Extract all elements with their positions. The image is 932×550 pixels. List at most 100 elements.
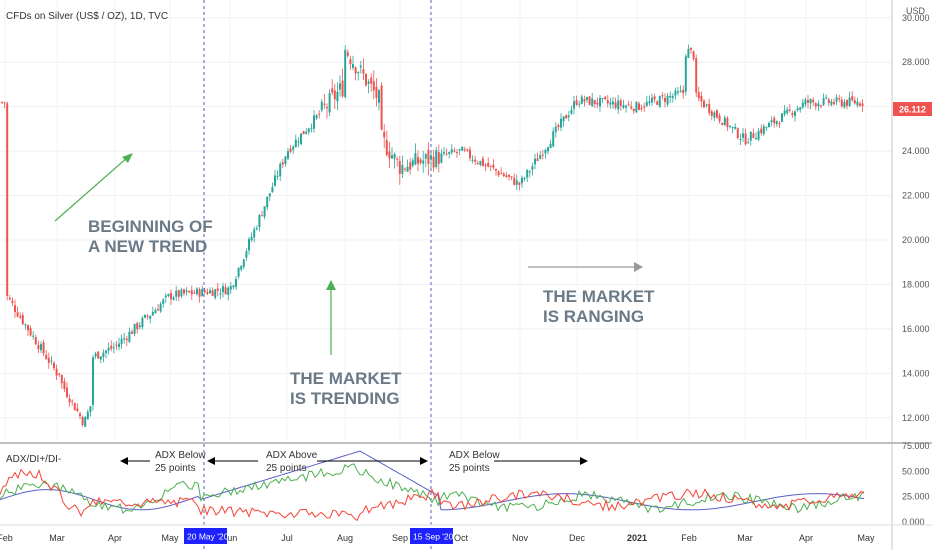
candle (822, 93, 825, 107)
time-tick-label: Jun (223, 533, 238, 543)
time-tick-label: Jul (281, 533, 293, 543)
indicator-lines (0, 450, 865, 522)
adx-annotation-2: ADX Above 25 points (207, 450, 428, 474)
candle (492, 159, 495, 170)
candle (859, 101, 861, 107)
candle (430, 153, 432, 169)
candle (164, 293, 167, 303)
candle (406, 159, 409, 172)
candle (622, 99, 625, 110)
candle (684, 54, 687, 96)
candle (627, 101, 630, 106)
candle (461, 146, 464, 151)
candle (151, 306, 154, 317)
candle (323, 94, 326, 109)
candle (617, 94, 620, 115)
time-tick-label: May (161, 533, 179, 543)
candle (619, 98, 622, 111)
candle (453, 147, 456, 153)
time-tick-label: Dec (569, 533, 586, 543)
candle (630, 101, 633, 110)
adx-annotation-3-line2: 25 points (449, 463, 490, 474)
adx-annotation-2-line2: 25 points (266, 463, 307, 474)
candle (193, 289, 196, 294)
candle (718, 112, 721, 124)
candle (853, 96, 856, 105)
candle (554, 122, 557, 138)
candle (401, 155, 404, 179)
candle (409, 158, 412, 175)
candle (331, 79, 334, 96)
annotation-ranging: THE MARKET IS RANGING (528, 262, 655, 326)
candle (292, 145, 295, 155)
candle (318, 110, 321, 119)
indicator-tick-label: 0.000 (902, 517, 925, 527)
candle (716, 109, 718, 120)
candle (216, 282, 219, 297)
candle (14, 299, 16, 318)
date-tag-may: 20 May '20 (184, 528, 229, 544)
candle (596, 97, 599, 108)
price-tick-label: 14.000 (902, 368, 930, 378)
candle (131, 329, 133, 334)
candle (575, 95, 578, 106)
candle (825, 94, 828, 100)
candle (279, 161, 282, 181)
candle (237, 267, 240, 279)
candle (391, 147, 393, 160)
candle (731, 126, 734, 134)
candle (388, 141, 391, 169)
candle (6, 101, 9, 301)
candle (177, 289, 180, 302)
candle (175, 285, 178, 302)
candle (206, 288, 209, 296)
candle (248, 236, 250, 255)
di-plus-line (0, 463, 865, 515)
candle (42, 339, 45, 356)
candle (240, 265, 243, 272)
candle (227, 285, 230, 301)
candle (536, 152, 539, 162)
candle (224, 283, 227, 295)
candle (848, 91, 851, 107)
candle (159, 301, 162, 313)
candle (414, 143, 417, 166)
candle (812, 97, 815, 107)
candle (136, 321, 139, 334)
candle (744, 128, 747, 146)
candle (573, 95, 575, 115)
indicator-tick-label: 25.000 (902, 492, 930, 502)
candle (185, 287, 188, 296)
candle (326, 103, 328, 119)
candle (336, 82, 339, 111)
candle (24, 323, 27, 330)
candle (502, 171, 505, 178)
candle (710, 109, 713, 121)
candle (775, 120, 778, 127)
candle (643, 102, 646, 113)
candle (723, 115, 726, 127)
candle (638, 101, 640, 111)
candle (567, 110, 570, 122)
candle (289, 145, 292, 154)
candle (601, 97, 604, 104)
candle (749, 131, 752, 146)
candle (320, 99, 323, 113)
candle (541, 149, 544, 160)
candle (253, 226, 256, 243)
candle (268, 193, 271, 202)
candle (713, 110, 716, 122)
candle (352, 55, 354, 71)
candle (544, 148, 547, 159)
candle (274, 169, 276, 187)
candle (380, 82, 383, 131)
candle (58, 373, 61, 377)
annotation-ranging-line1: THE MARKET (543, 287, 655, 306)
candle (94, 351, 97, 359)
candle (40, 341, 42, 354)
candle (68, 394, 71, 407)
candle (138, 321, 141, 330)
candle (632, 108, 635, 115)
candle (814, 102, 817, 111)
candle (736, 127, 739, 140)
